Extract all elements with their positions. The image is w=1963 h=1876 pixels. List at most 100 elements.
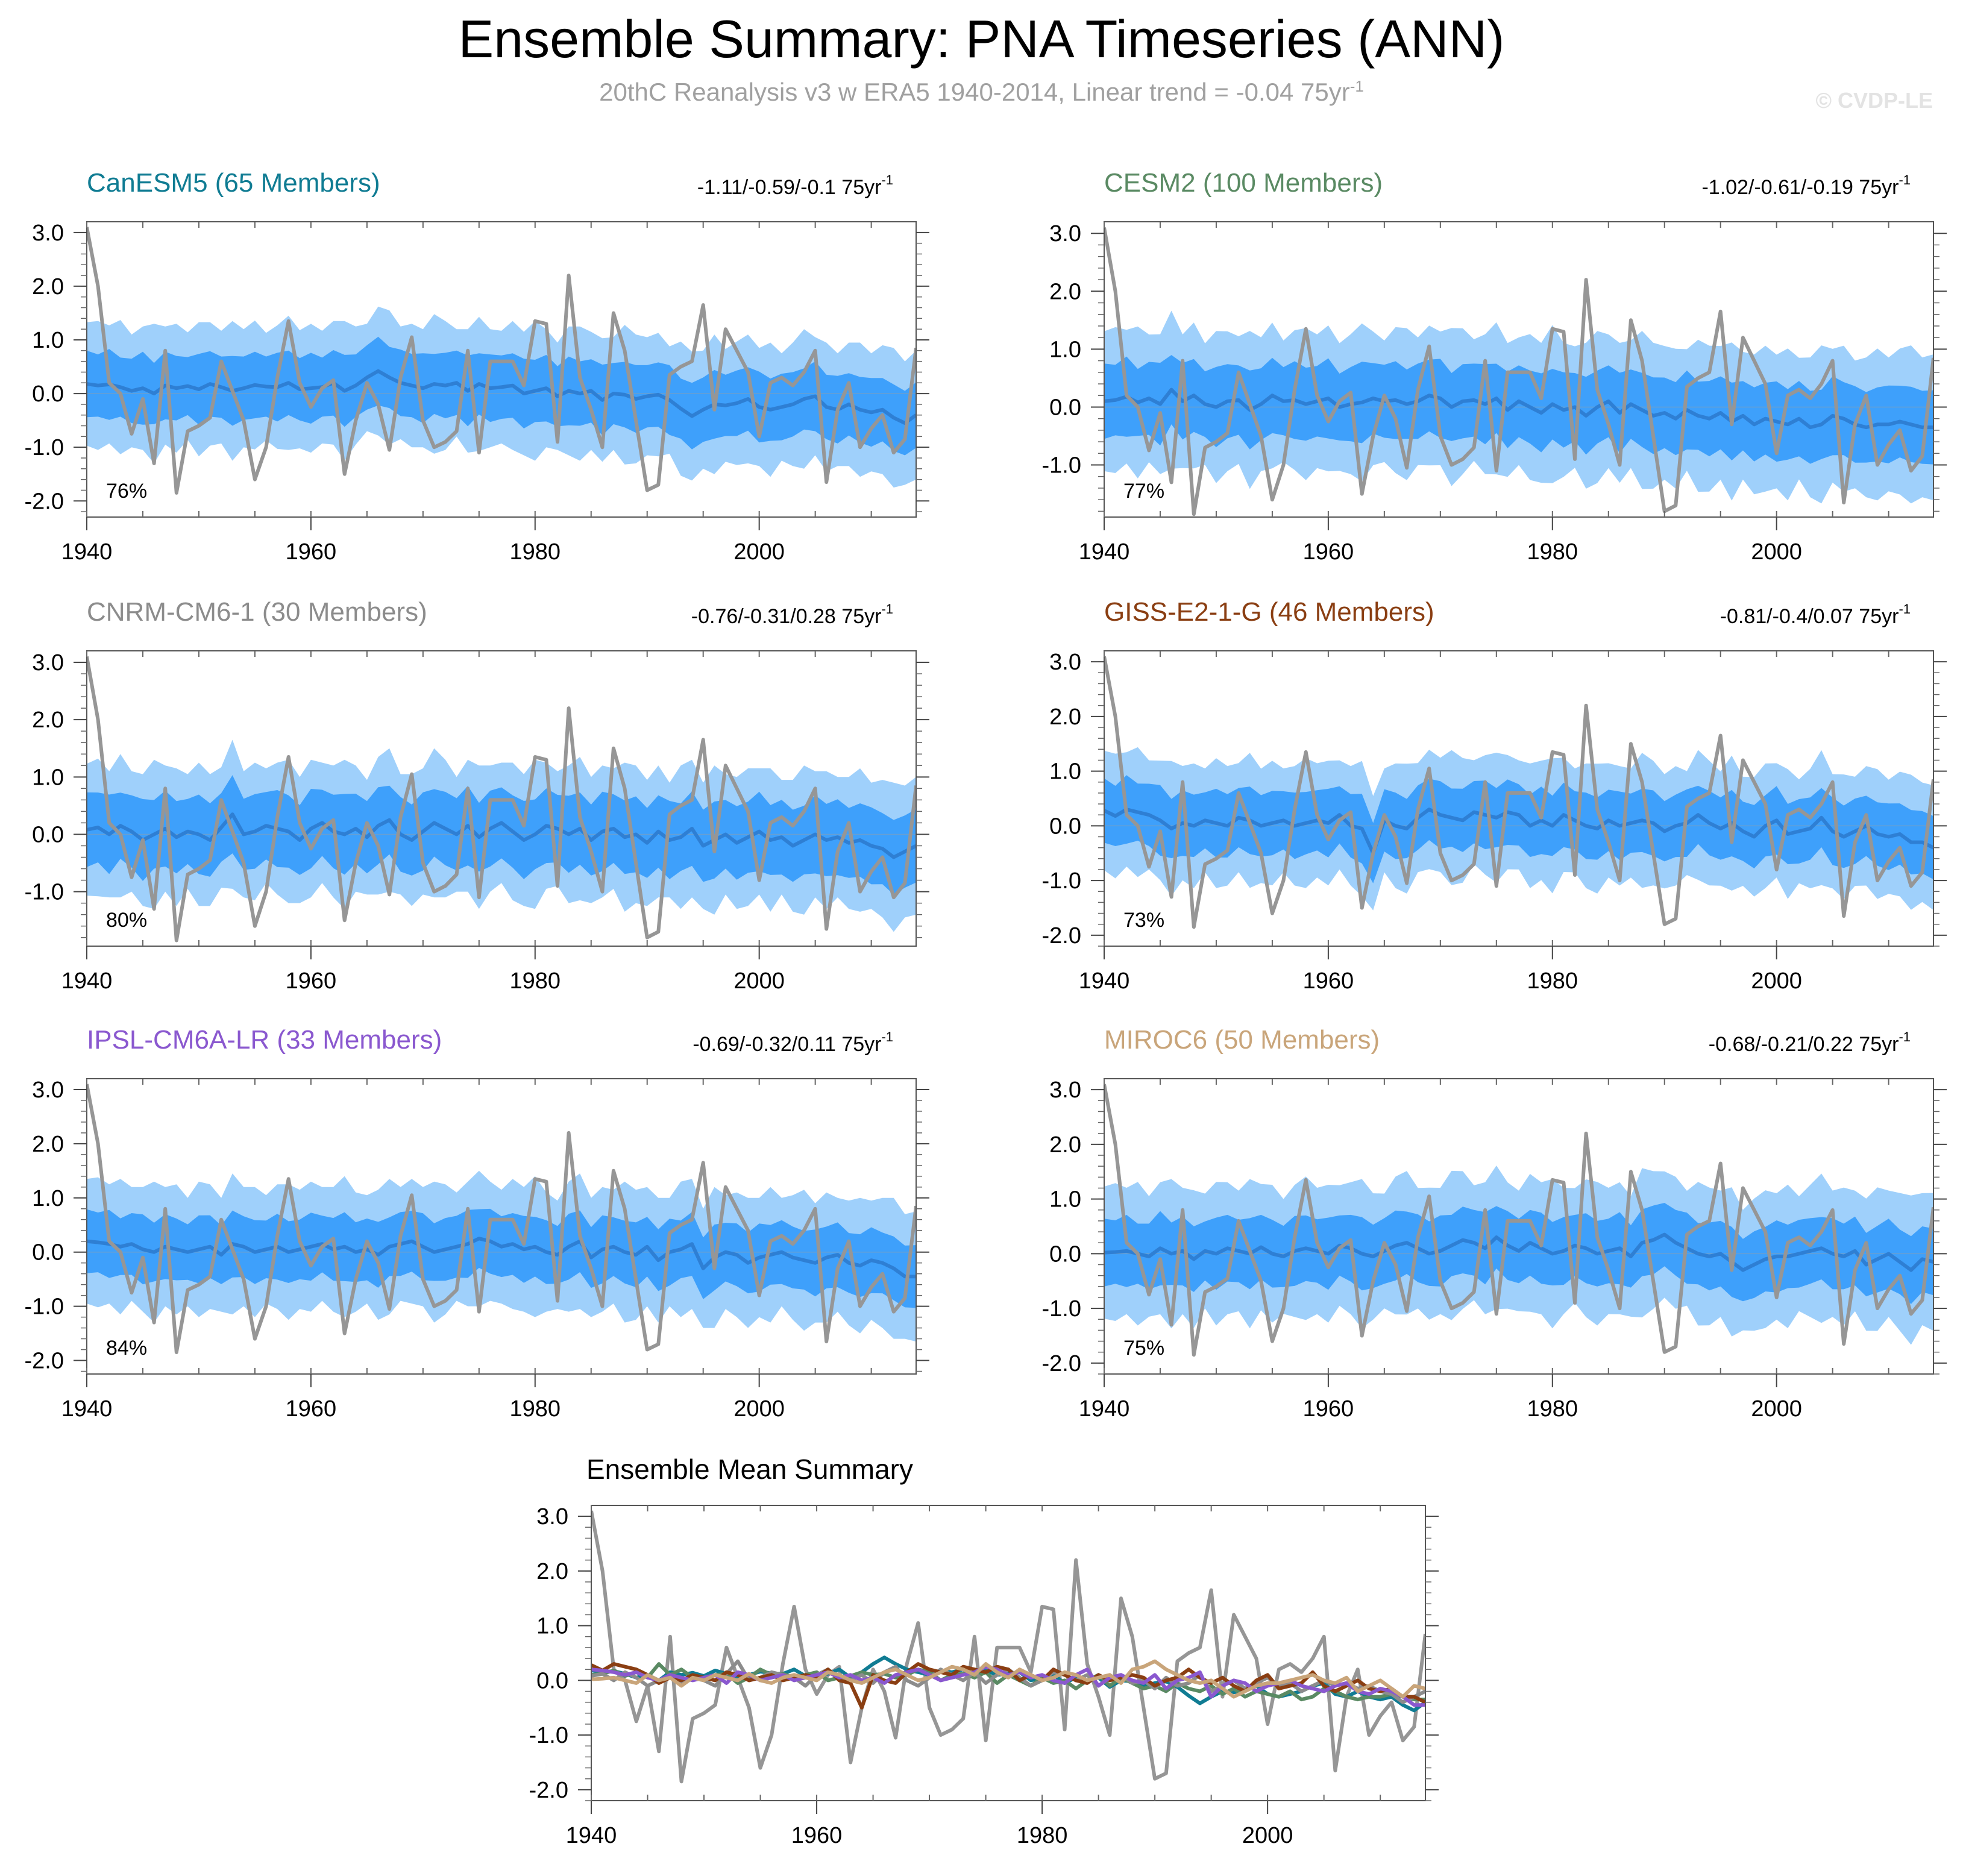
panel-4-y-tick-label: 3.0	[1049, 650, 1081, 675]
panel-2-y-tick-label: -1.0	[1042, 453, 1081, 478]
panel-6-trend-label: -0.68/-0.21/0.22 75yr-1	[1709, 1029, 1911, 1056]
panel-2: 3.0 2.0 1.0 0.0 -1.0 1940 1960 1980 2000 CESM2 (1…	[1042, 168, 1947, 565]
panel-2-x-tick-label: 1980	[1527, 539, 1578, 565]
panel-3-trend-label: -0.76/-0.31/0.28 75yr-1	[691, 601, 893, 628]
panel-4-trend-value: -0.81/-0.4/0.07 75yr	[1720, 605, 1899, 628]
panel-1-trend-value: -1.11/-0.59/-0.1 75yr	[697, 176, 882, 199]
panel-1-observed-line	[87, 227, 916, 495]
panel-3-percent-label: 80%	[106, 909, 147, 932]
panel-5-plot-area	[87, 1084, 916, 1354]
panel-3: 3.0 2.0 1.0 0.0 -1.0 1940 1960 1980 2000 CNRM-CM6…	[25, 597, 929, 994]
panel-3-y-tick-label: 1.0	[32, 765, 64, 790]
watermark: © CVDP-LE	[1815, 88, 1933, 113]
panel-2-percent-label: 77%	[1123, 480, 1164, 503]
panel-3-frame	[86, 650, 917, 947]
subtitle-sup: -1	[1349, 77, 1364, 95]
panel-5-model-title: IPSL-CM6A-LR (33 Members)	[87, 1025, 442, 1055]
panel-5-y-tick-label: 3.0	[32, 1078, 64, 1103]
panel-5-y-tick-label: 0.0	[32, 1240, 64, 1266]
panel-5-trend-label: -0.69/-0.32/0.11 75yr-1	[693, 1029, 893, 1056]
summary-observed-line	[591, 1510, 1425, 1784]
panel-2-trend-value: -1.02/-0.61/-0.19 75yr	[1701, 176, 1899, 199]
panel-4-ensemble-mean-line	[1104, 808, 1933, 855]
panel-1-y-tick-label: -2.0	[25, 489, 64, 514]
panel-3-trend-sup: -1	[881, 601, 893, 616]
main-title: Ensemble Summary: PNA Timeseries (ANN)	[458, 9, 1505, 69]
panel-6-y-tick-label: -1.0	[1042, 1296, 1081, 1322]
panel-3-y-tick-label: -1.0	[25, 880, 64, 905]
panel-1-ensemble-mean-line	[87, 369, 916, 425]
panel-3-plot-area	[87, 656, 916, 943]
panel-1-model-title: CanESM5 (65 Members)	[87, 168, 380, 198]
panel-4-observed-line	[1104, 656, 1933, 929]
panel-2-y-tick-label: 0.0	[1049, 395, 1081, 420]
panel-3-inner-band	[87, 775, 916, 895]
panel-4-x-tick-label: 2000	[1751, 968, 1802, 994]
summary-x-tick-label: 1980	[1017, 1823, 1068, 1848]
panel-4-y-tick-label: -1.0	[1042, 868, 1081, 894]
panel-4-trend-sup: -1	[1899, 601, 1911, 616]
summary-y-tick-label: -2.0	[529, 1778, 568, 1803]
panel-1-y-tick-label: 1.0	[32, 328, 64, 353]
panel-5-inner-band	[87, 1208, 916, 1308]
summary-x-tick-label: 1960	[791, 1823, 843, 1848]
summary-frame	[591, 1505, 1426, 1801]
panel-4-model-title: GISS-E2-1-G (46 Members)	[1104, 597, 1434, 627]
panel-3-x-tick-label: 2000	[733, 968, 785, 994]
panel-1-x-tick-label: 2000	[733, 539, 785, 565]
panel-5-trend-value: -0.69/-0.32/0.11 75yr	[693, 1033, 881, 1056]
panel-6-y-tick-label: 2.0	[1049, 1132, 1081, 1158]
panel-5-y-tick-label: 2.0	[32, 1132, 64, 1157]
summary-x-tick-label: 2000	[1242, 1823, 1293, 1848]
panel-6-y-tick-label: 0.0	[1049, 1241, 1081, 1267]
subtitle: 20thC Reanalysis v3 w ERA5 1940-2014, Li…	[0, 77, 1963, 107]
panel-5-percent-label: 84%	[106, 1337, 147, 1360]
panel-1-y-tick-label: 0.0	[32, 381, 64, 407]
panel-4-y-tick-label: 2.0	[1049, 704, 1081, 730]
panel-6-observed-line	[1104, 1084, 1933, 1357]
panel-1-y-tick-label: 3.0	[32, 221, 64, 246]
panel-2-x-tick-label: 1940	[1079, 539, 1130, 565]
panel-6-y-tick-label: -2.0	[1042, 1351, 1081, 1376]
panel-5-x-tick-label: 1980	[510, 1396, 561, 1422]
panel-1-trend-sup: -1	[881, 172, 893, 187]
panel-5-ensemble-mean-line	[87, 1237, 916, 1279]
subtitle-text: 20thC Reanalysis v3 w ERA5 1940-2014, Li…	[599, 78, 1350, 106]
panel-2-model-title: CESM2 (100 Members)	[1104, 168, 1383, 198]
panel-5-x-tick-label: 1960	[286, 1396, 337, 1422]
summary-series-GISS-E2-1-G	[591, 1662, 1425, 1710]
panel-4-frame	[1104, 650, 1934, 947]
summary-y-tick-label: 3.0	[536, 1504, 568, 1529]
panel-3-model-title: CNRM-CM6-1 (30 Members)	[87, 597, 427, 627]
panel-1-plot-area	[87, 227, 916, 495]
panel-5-y-tick-label: 1.0	[32, 1186, 64, 1211]
panel-5-trend-sup: -1	[881, 1029, 893, 1044]
summary-series-MIROC6	[591, 1659, 1425, 1699]
panel-4-y-tick-label: 1.0	[1049, 759, 1081, 785]
panel-5-y-tick-label: -2.0	[25, 1349, 64, 1374]
panel-3-x-tick-label: 1960	[286, 968, 337, 994]
panel-2-ensemble-mean-line	[1104, 387, 1933, 430]
panel-2-x-tick-label: 2000	[1751, 539, 1802, 565]
panel-2-trend-label: -1.02/-0.61/-0.19 75yr-1	[1701, 172, 1911, 199]
panel-1-inner-band	[87, 336, 916, 456]
panel-1: 3.0 2.0 1.0 0.0 -1.0 -2.0 1940 1960 1980 2000 CanE…	[25, 168, 929, 565]
panel-2-x-tick-label: 1960	[1303, 539, 1354, 565]
panel-6-x-tick-label: 1980	[1527, 1396, 1578, 1422]
panel-3-observed-line	[87, 656, 916, 943]
panel-2-trend-sup: -1	[1899, 172, 1911, 187]
panel-4: 3.0 2.0 1.0 0.0 -1.0 -2.0 1940 1960 1980 2000 GISS…	[1042, 597, 1947, 994]
panel-5-x-tick-label: 1940	[61, 1396, 113, 1422]
summary-y-tick-label: 2.0	[536, 1559, 568, 1584]
panel-1-x-tick-label: 1960	[286, 539, 337, 565]
panel-1-y-tick-label: -1.0	[25, 435, 64, 460]
panel-2-observed-line	[1104, 227, 1933, 516]
panel-1-trend-label: -1.11/-0.59/-0.1 75yr-1	[697, 172, 893, 199]
panel-5-frame	[86, 1078, 917, 1375]
panel-4-y-tick-label: -2.0	[1042, 923, 1081, 949]
panel-6: 3.0 2.0 1.0 0.0 -1.0 -2.0 1940 1960 1980 2000 MIRO…	[1042, 1025, 1947, 1422]
summary-y-tick-label: 1.0	[536, 1614, 568, 1639]
panel-1-x-tick-label: 1940	[61, 539, 113, 565]
panel-3-trend-value: -0.76/-0.31/0.28 75yr	[691, 605, 882, 628]
panel-3-y-tick-label: 2.0	[32, 707, 64, 733]
